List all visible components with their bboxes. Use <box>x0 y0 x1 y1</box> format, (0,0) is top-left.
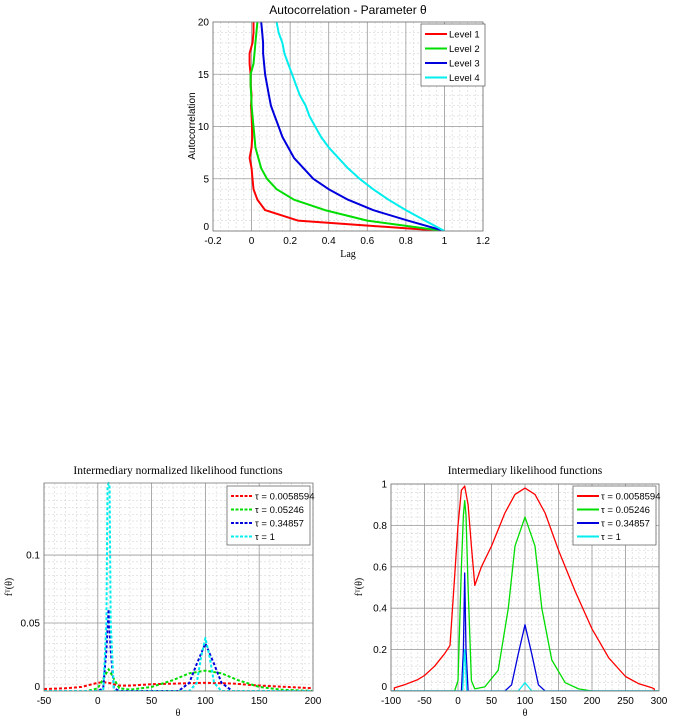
legend: Level 1 Level 2 Level 3 Level 4 <box>420 23 486 87</box>
x-tick-label: 0.8 <box>399 236 413 247</box>
x-tick-labels: -50 0 50 100 150 200 <box>37 696 322 707</box>
series-line-1 <box>248 22 445 231</box>
x-tick-label: 0.4 <box>322 236 336 247</box>
y-tick-labels: 0 0.05 0.1 <box>21 551 41 693</box>
y-tick-label: 0.6 <box>373 562 387 573</box>
x-tick-label: 100 <box>517 696 534 707</box>
x-axis-label: θ <box>523 708 528 719</box>
series-line-4 <box>44 482 313 691</box>
y-tick-label: 0.05 <box>21 619 41 630</box>
series-group <box>391 485 659 691</box>
x-tick-label: 300 <box>651 696 668 707</box>
y-tick-label: 20 <box>198 18 210 29</box>
series-line-3 <box>391 572 659 691</box>
x-axis-label: Lag <box>340 249 356 260</box>
legend-entry: Level 2 <box>449 44 480 55</box>
legend-entry: τ = 0.0058594 <box>601 492 661 503</box>
y-tick-label: 0 <box>34 682 40 693</box>
y-tick-label: 0 <box>203 222 209 233</box>
y-axis-label: Autocorrelation <box>187 92 198 159</box>
x-tick-label: -50 <box>37 696 52 707</box>
plot-frame <box>212 21 484 232</box>
x-tick-label: -50 <box>417 696 432 707</box>
y-tick-label: 0 <box>381 682 387 693</box>
y-axis-label: fᵀ(θ) <box>354 578 365 596</box>
y-axis-label: fᵀ(θ) <box>4 578 15 596</box>
legend-entry: τ = 0.05246 <box>601 505 650 516</box>
series-line-4 <box>391 648 659 691</box>
legend-entry: Level 3 <box>449 59 480 70</box>
x-axis-label: θ <box>176 708 181 719</box>
normalized-likelihood-chart: Intermediary normalized likelihood funct… <box>4 465 322 719</box>
x-tick-label: -100 <box>381 696 401 707</box>
x-tick-label: 150 <box>550 696 567 707</box>
x-tick-label: 0 <box>95 696 101 707</box>
legend-entry: τ = 0.0058594 <box>255 492 315 503</box>
chart-title: Intermediary normalized likelihood funct… <box>73 465 283 477</box>
legend-entry: τ = 0.34857 <box>601 519 650 530</box>
y-tick-label: 10 <box>198 122 210 133</box>
y-tick-labels: 0 0.2 0.4 0.6 0.8 1 <box>373 480 387 694</box>
plot-frame <box>390 483 660 692</box>
x-tick-label: 0 <box>455 696 461 707</box>
x-tick-label: 150 <box>251 696 268 707</box>
x-tick-labels: -0.2 0 0.2 0.4 0.6 0.8 1 1.2 <box>204 236 490 247</box>
legend-entry: Level 4 <box>449 73 480 84</box>
x-tick-label: -0.2 <box>204 236 222 247</box>
legend-entry: τ = 0.05246 <box>255 505 304 516</box>
x-tick-label: 50 <box>486 696 498 707</box>
x-tick-label: 1 <box>442 236 448 247</box>
x-tick-label: 100 <box>197 696 214 707</box>
series-line-3 <box>44 608 313 691</box>
legend-entry: τ = 1 <box>601 532 621 543</box>
y-tick-label: 0.4 <box>373 604 387 615</box>
x-tick-label: 200 <box>584 696 601 707</box>
y-tick-label: 15 <box>198 70 210 81</box>
x-tick-label: 200 <box>305 696 322 707</box>
likelihood-chart: Intermediary likelihood functions -100 -5… <box>354 465 668 719</box>
legend-entry: Level 1 <box>449 30 480 41</box>
series-line-1 <box>393 485 655 691</box>
y-tick-label: 0.1 <box>26 551 40 562</box>
series-line-4 <box>275 21 445 231</box>
x-tick-label: 250 <box>617 696 634 707</box>
series-line-2 <box>44 668 313 691</box>
legend-entry: τ = 0.34857 <box>255 519 304 530</box>
y-tick-label: 0.2 <box>373 645 387 656</box>
chart-title: Intermediary likelihood functions <box>448 465 603 477</box>
x-tick-label: 0.2 <box>283 236 297 247</box>
x-tick-label: 1.2 <box>476 236 490 247</box>
autocorrelation-chart: Autocorrelation - Parameter θ -0.2 0 0.2 0.… <box>187 3 490 260</box>
x-tick-labels: -100 -50 0 50 100 150 200 250 300 <box>381 696 668 707</box>
x-tick-label: 50 <box>146 696 158 707</box>
y-tick-label: 5 <box>203 174 209 185</box>
plot-frame <box>43 482 314 692</box>
legend-entry: τ = 1 <box>255 532 275 543</box>
legend: τ = 0.0058594 τ = 0.05246 τ = 0.34857 τ = 1 <box>572 485 661 546</box>
legend: τ = 0.0058594 τ = 0.05246 τ = 0.34857 τ = 1 <box>226 485 315 546</box>
series-line-3 <box>260 21 445 231</box>
chart-title: Autocorrelation - Parameter θ <box>269 3 427 17</box>
x-tick-label: 0.6 <box>360 236 374 247</box>
series-line-2 <box>249 21 445 231</box>
x-tick-label: 0 <box>249 236 255 247</box>
y-tick-labels: 0 5 10 15 20 <box>198 18 210 234</box>
series-line-2 <box>391 499 659 691</box>
series-line-1 <box>44 681 313 690</box>
y-tick-label: 1 <box>381 480 387 491</box>
series-group <box>248 21 445 231</box>
y-tick-label: 0.8 <box>373 521 387 532</box>
series-group <box>44 482 313 691</box>
